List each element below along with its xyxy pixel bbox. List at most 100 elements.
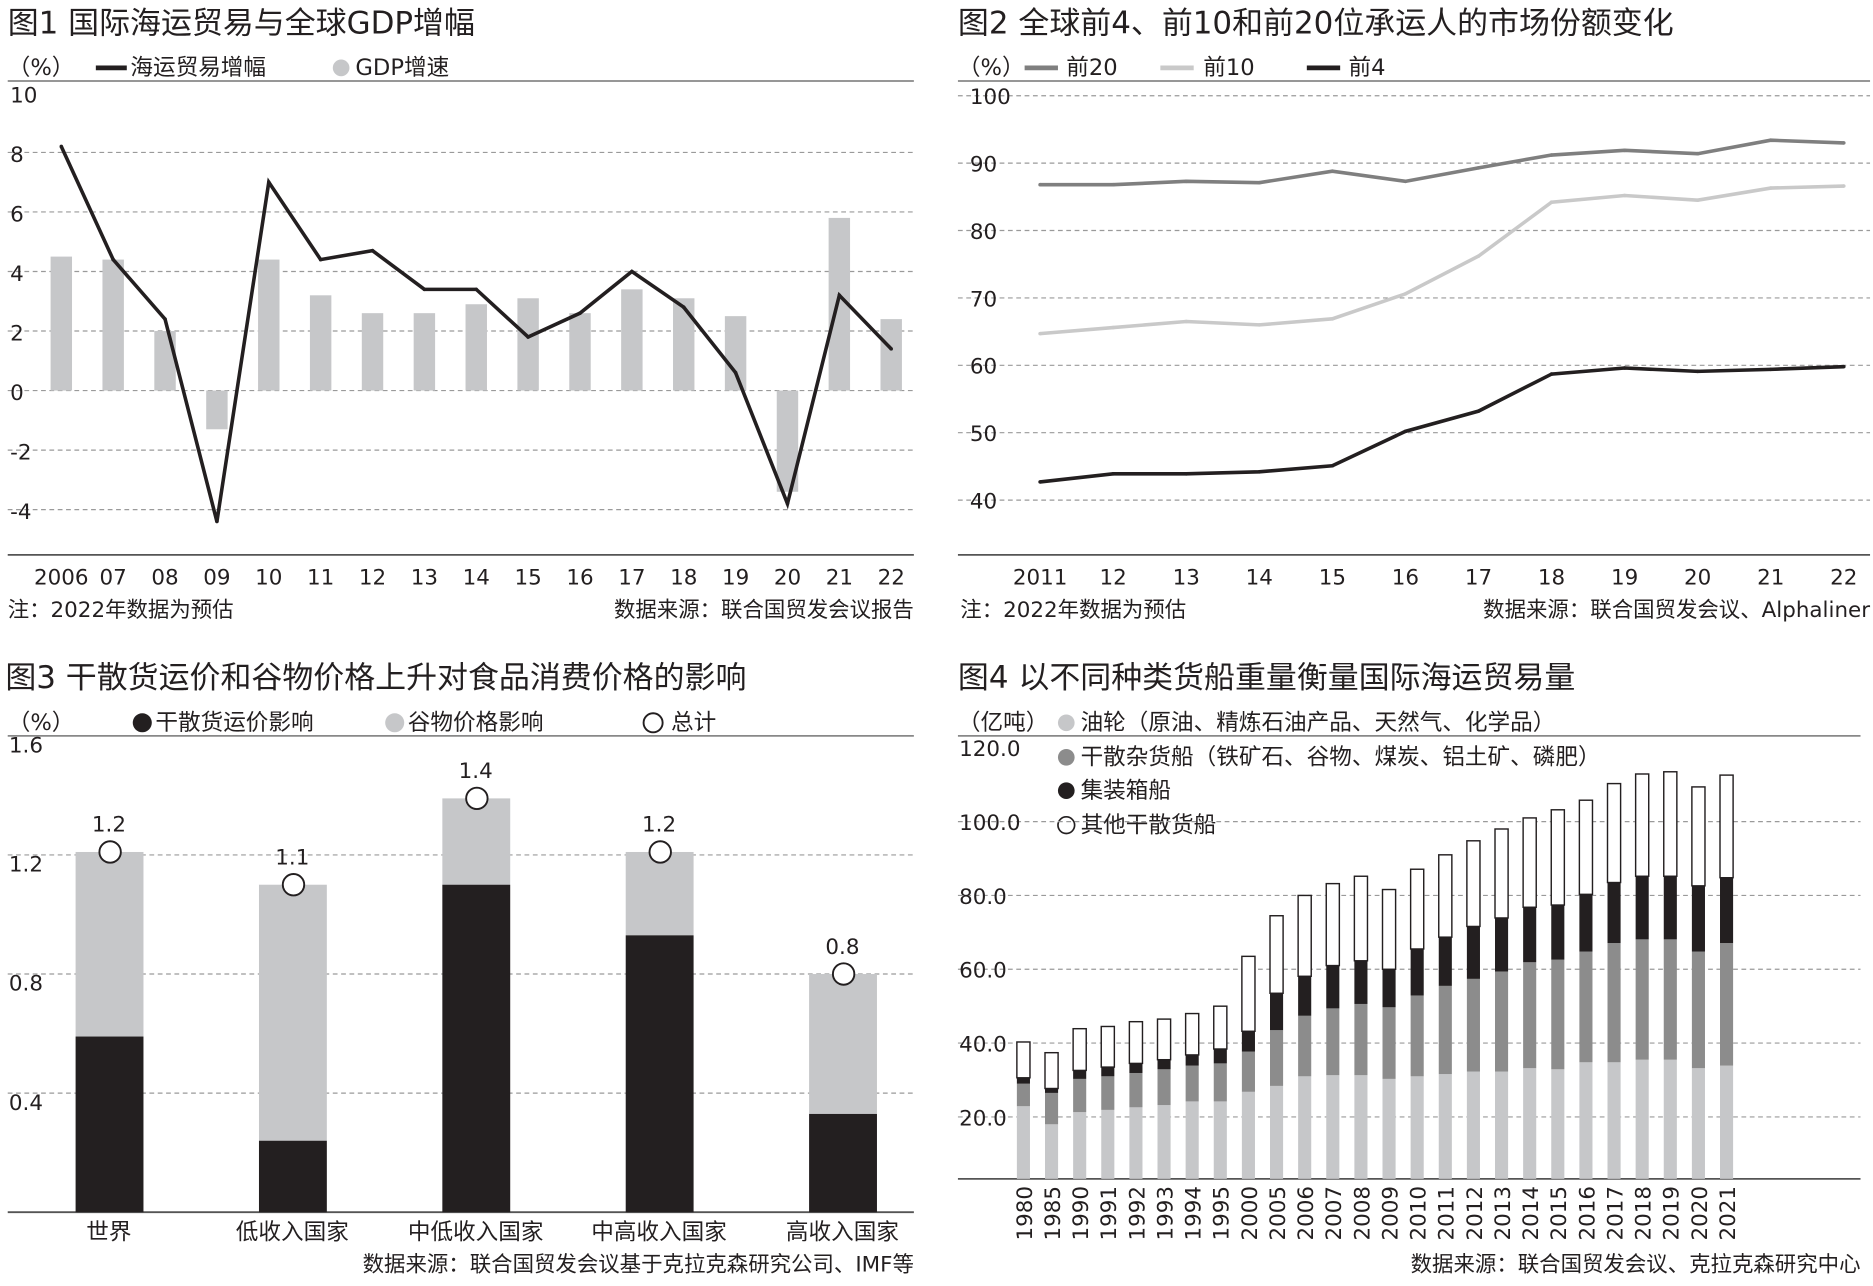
x-tick-label: 2015 bbox=[1547, 1186, 1572, 1241]
chart2-legend-top4: 前4 bbox=[1348, 55, 1385, 81]
y-tick-label: 80.0 bbox=[959, 885, 1007, 910]
bar-segment-3 bbox=[1579, 894, 1593, 952]
bar-segment-2 bbox=[1241, 1051, 1255, 1092]
total-marker bbox=[98, 840, 122, 864]
share-point bbox=[1549, 372, 1554, 376]
x-tick-label: 中低收入国家 bbox=[408, 1220, 544, 1246]
trade-point bbox=[318, 257, 323, 262]
bar-segment-1 bbox=[1073, 1112, 1087, 1179]
legend-gdp-swatch bbox=[332, 59, 350, 77]
share-point bbox=[1768, 367, 1773, 372]
grain-bar bbox=[625, 851, 694, 936]
share-point bbox=[1549, 200, 1554, 205]
y-tick-label: 0 bbox=[10, 381, 24, 406]
x-tick-label: 2014 bbox=[1519, 1186, 1544, 1241]
x-tick-label: 2013 bbox=[1491, 1186, 1516, 1241]
bar-segment-4 bbox=[1100, 1025, 1116, 1068]
chart4-title: 图4 以不同种类货船重量衡量国际海运贸易量 bbox=[958, 660, 1575, 696]
trade-point bbox=[733, 370, 738, 375]
share-point bbox=[1403, 429, 1408, 434]
bar-segment-3 bbox=[1635, 876, 1649, 940]
gdp-bar bbox=[517, 298, 539, 391]
legend-drybulk-swatch bbox=[1057, 748, 1075, 766]
y-tick-label: 50 bbox=[970, 422, 997, 447]
total-label: 1.4 bbox=[459, 759, 493, 784]
bar-segment-1 bbox=[1016, 1106, 1030, 1179]
x-tick-label: 2017 bbox=[1603, 1186, 1628, 1241]
bar-segment-3 bbox=[1270, 993, 1284, 1031]
dry-bulk-bar bbox=[809, 1113, 877, 1213]
share-point bbox=[1476, 254, 1481, 258]
grain-bar bbox=[258, 884, 327, 1141]
grain-bar bbox=[75, 851, 144, 1037]
chart1-legend-gdp: GDP增速 bbox=[355, 55, 449, 81]
chart2-source: 数据来源：联合国贸发会议、Alphaliner bbox=[1483, 598, 1870, 623]
chart3-title: 图3 干散货运价和谷物价格上升对食品消费价格的影响 bbox=[5, 660, 746, 696]
chart3-unit: （%） bbox=[8, 710, 75, 736]
legend-grain-swatch bbox=[385, 713, 405, 733]
bar-segment-2 bbox=[1129, 1072, 1143, 1108]
bar-segment-1 bbox=[1691, 1068, 1705, 1179]
x-tick-label: 15 bbox=[1319, 566, 1346, 591]
legend-dry-swatch bbox=[132, 713, 152, 733]
bar-segment-3 bbox=[1326, 965, 1340, 1009]
bar-segment-3 bbox=[1073, 1070, 1087, 1079]
x-tick-label: 1993 bbox=[1153, 1186, 1178, 1241]
trade-point bbox=[163, 317, 167, 321]
x-tick-label: 中高收入国家 bbox=[591, 1220, 727, 1246]
y-tick-label: 8 bbox=[10, 143, 24, 168]
trade-point bbox=[578, 311, 582, 315]
bar-segment-3 bbox=[1691, 885, 1705, 952]
share-point bbox=[1038, 331, 1042, 336]
x-tick-label: 20 bbox=[1684, 566, 1711, 591]
legend-oil-swatch bbox=[1057, 714, 1075, 732]
bar-segment-2 bbox=[1270, 1030, 1284, 1086]
bar-segment-2 bbox=[1073, 1078, 1087, 1113]
bar-segment-4 bbox=[1438, 854, 1453, 938]
share-point bbox=[1622, 148, 1627, 153]
bar-segment-4 bbox=[1269, 915, 1284, 994]
bar-segment-1 bbox=[1354, 1075, 1368, 1179]
gdp-bar bbox=[673, 298, 695, 391]
bar-segment-3 bbox=[1241, 1031, 1255, 1052]
bar-segment-3 bbox=[1466, 926, 1480, 979]
legend-other-swatch bbox=[1057, 816, 1076, 835]
total-label: 0.8 bbox=[825, 935, 859, 960]
bar-segment-3 bbox=[1298, 976, 1312, 1016]
bar-segment-3 bbox=[1438, 937, 1452, 986]
x-tick-label: 22 bbox=[1830, 566, 1857, 591]
legend-total-swatch bbox=[642, 712, 664, 734]
trade-point bbox=[111, 257, 115, 262]
bar-segment-2 bbox=[1045, 1092, 1059, 1125]
y-tick-label: 70 bbox=[970, 287, 997, 312]
share-point bbox=[1695, 151, 1700, 156]
x-tick-label: 14 bbox=[463, 566, 490, 591]
x-tick-label: 1995 bbox=[1210, 1186, 1235, 1241]
y-tick-label: 60 bbox=[970, 355, 997, 380]
chart1-unit: （%） bbox=[8, 55, 75, 81]
bar-segment-1 bbox=[1635, 1059, 1649, 1179]
trade-point bbox=[474, 287, 479, 292]
trade-point bbox=[370, 248, 375, 253]
x-tick-label: 19 bbox=[722, 566, 749, 591]
bar-segment-1 bbox=[1045, 1124, 1059, 1179]
bar-segment-1 bbox=[1607, 1062, 1621, 1179]
y-tick-label: -4 bbox=[10, 500, 31, 525]
bar-segment-2 bbox=[1523, 962, 1537, 1069]
x-tick-label: 2016 bbox=[1575, 1186, 1600, 1241]
total-marker bbox=[465, 786, 489, 811]
x-tick-label: 低收入国家 bbox=[236, 1220, 349, 1246]
bar-segment-4 bbox=[1578, 799, 1594, 896]
y-tick-label: 20.0 bbox=[959, 1106, 1007, 1131]
share-point bbox=[1549, 153, 1554, 157]
share-point bbox=[1842, 141, 1846, 145]
bar-segment-2 bbox=[1720, 943, 1734, 1066]
chart1-note: 注：2022年数据为预估 bbox=[8, 598, 234, 623]
share-point bbox=[1257, 180, 1262, 185]
chart2-legend-top20: 前20 bbox=[1066, 55, 1117, 81]
gdp-bar bbox=[102, 259, 124, 391]
share-line-前4 bbox=[1039, 364, 1844, 484]
x-tick-label: 2020 bbox=[1688, 1186, 1713, 1241]
trade-point bbox=[837, 293, 842, 298]
